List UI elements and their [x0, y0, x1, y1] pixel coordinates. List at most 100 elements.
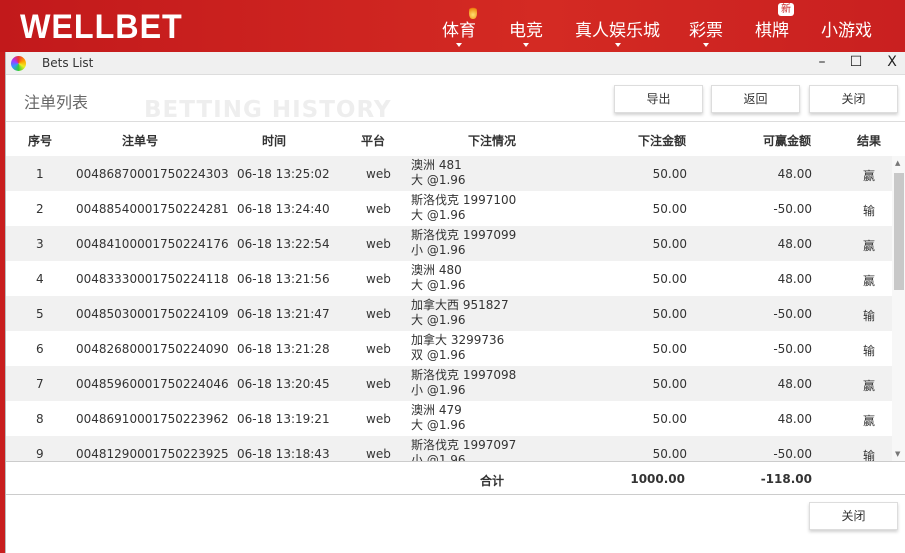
row-win: 48.00: [777, 412, 812, 426]
table-row[interactable]: 6 00482680001750224090 06-18 13:21:28 we…: [6, 331, 892, 366]
nav-live-casino[interactable]: 真人娱乐城: [575, 16, 660, 47]
bet-selection: 大 @1.96: [411, 418, 466, 432]
nav-label: 真人娱乐城: [575, 21, 660, 41]
row-result: 赢: [863, 169, 876, 183]
maximize-button[interactable]: ☐: [849, 54, 863, 70]
row-win: 48.00: [777, 377, 812, 391]
col-platform: 平台: [361, 134, 386, 148]
row-bet-detail: 斯洛伐克 1997099 小 @1.96: [411, 228, 516, 258]
totals-row: 合计 1000.00 -118.00: [6, 461, 905, 495]
row-no: 4: [36, 272, 44, 286]
row-result: 赢: [863, 379, 876, 393]
nav-sports[interactable]: 体育: [442, 16, 476, 47]
row-time: 06-18 13:18:43: [237, 447, 330, 461]
back-button[interactable]: 返回: [711, 85, 800, 113]
window-title: Bets List: [42, 56, 94, 70]
row-bet-detail: 澳洲 481 大 @1.96: [411, 158, 466, 188]
row-amount: 50.00: [652, 307, 687, 321]
row-no: 1: [36, 167, 44, 181]
bet-selection: 小 @1.96: [411, 383, 466, 397]
row-bet-id: 00483330001750224118: [76, 272, 229, 286]
col-time: 时间: [262, 134, 287, 148]
row-amount: 50.00: [652, 202, 687, 216]
export-button[interactable]: 导出: [614, 85, 703, 113]
nav-esports[interactable]: 电竞: [509, 16, 543, 47]
bet-selection: 大 @1.96: [411, 313, 466, 327]
total-amount: 1000.00: [630, 472, 685, 486]
bet-game: 澳洲 480: [411, 263, 462, 277]
bet-selection: 小 @1.96: [411, 453, 466, 461]
row-bet-detail: 澳洲 479 大 @1.96: [411, 403, 466, 433]
row-win: -50.00: [773, 342, 812, 356]
row-win: -50.00: [773, 202, 812, 216]
row-no: 7: [36, 377, 44, 391]
row-bet-detail: 斯洛伐克 1997097 小 @1.96: [411, 438, 516, 461]
nav-mini-games[interactable]: 小游戏: [821, 16, 872, 41]
footer-close-button[interactable]: 关闭: [809, 502, 898, 530]
row-amount: 50.00: [652, 412, 687, 426]
new-badge: 新: [778, 3, 794, 16]
table-row[interactable]: 5 00485030001750224109 06-18 13:21:47 we…: [6, 296, 892, 331]
table-row[interactable]: 7 00485960001750224046 06-18 13:20:45 we…: [6, 366, 892, 401]
bet-selection: 小 @1.96: [411, 243, 466, 257]
bet-selection: 双 @1.96: [411, 348, 466, 362]
app-icon: [11, 56, 26, 71]
row-platform: web: [366, 412, 391, 426]
row-result: 输: [863, 344, 876, 358]
table-row[interactable]: 1 00486870001750224303 06-18 13:25:02 we…: [6, 156, 892, 191]
table-row[interactable]: 3 00484100001750224176 06-18 13:22:54 we…: [6, 226, 892, 261]
row-bet-detail: 斯洛伐克 1997100 大 @1.96: [411, 193, 516, 223]
nav-chess[interactable]: 棋牌: [755, 16, 789, 41]
row-no: 9: [36, 447, 44, 461]
table-row[interactable]: 4 00483330001750224118 06-18 13:21:56 we…: [6, 261, 892, 296]
table-row[interactable]: 2 00488540001750224281 06-18 13:24:40 we…: [6, 191, 892, 226]
col-no: 序号: [28, 134, 53, 148]
nav-lottery[interactable]: 彩票: [689, 16, 723, 47]
row-no: 5: [36, 307, 44, 321]
row-bet-id: 00486870001750224303: [76, 167, 229, 181]
scrollbar-thumb[interactable]: [894, 173, 904, 290]
page-title: 注单列表: [24, 93, 89, 112]
col-win: 可赢金额: [762, 134, 811, 148]
window-titlebar: Bets List – ☐ X: [6, 52, 905, 75]
row-no: 2: [36, 202, 44, 216]
row-bet-detail: 加拿大西 951827 大 @1.96: [411, 298, 509, 328]
col-bet-detail: 下注情况: [468, 134, 517, 148]
row-platform: web: [366, 202, 391, 216]
scroll-down-icon[interactable]: ▼: [895, 450, 901, 458]
row-win: 48.00: [777, 167, 812, 181]
bet-selection: 大 @1.96: [411, 278, 466, 292]
row-result: 输: [863, 309, 876, 323]
nav-label: 彩票: [689, 21, 723, 41]
row-result: 输: [863, 204, 876, 218]
bet-selection: 大 @1.96: [411, 208, 466, 222]
row-platform: web: [366, 272, 391, 286]
row-platform: web: [366, 167, 391, 181]
total-win: -118.00: [760, 472, 812, 486]
row-bet-detail: 斯洛伐克 1997098 小 @1.96: [411, 368, 516, 398]
vertical-scrollbar[interactable]: ▲ ▼: [892, 156, 905, 461]
table-row[interactable]: 9 00481290001750223925 06-18 13:18:43 we…: [6, 436, 892, 461]
row-no: 6: [36, 342, 44, 356]
row-result: 赢: [863, 274, 876, 288]
row-time: 06-18 13:25:02: [237, 167, 330, 181]
close-button[interactable]: 关闭: [809, 85, 898, 113]
nav-label: 电竞: [509, 21, 543, 41]
chevron-down-icon: [614, 43, 621, 47]
bets-list-window: Bets List – ☐ X BETTING HISTORY 注单列表 导出 …: [5, 52, 905, 553]
bets-table-body: 1 00486870001750224303 06-18 13:25:02 we…: [6, 156, 892, 461]
wellbet-logo[interactable]: WELLBET: [20, 8, 183, 46]
window-footer: 关闭: [6, 495, 905, 553]
minimize-button[interactable]: –: [818, 54, 826, 70]
row-win: 48.00: [777, 237, 812, 251]
row-result: 赢: [863, 239, 876, 253]
row-bet-id: 00484100001750224176: [76, 237, 229, 251]
window-close-button[interactable]: X: [887, 54, 897, 70]
row-time: 06-18 13:20:45: [237, 377, 330, 391]
table-row[interactable]: 8 00486910001750223962 06-18 13:19:21 we…: [6, 401, 892, 436]
table-header: 序号 注单号 时间 平台 下注情况 下注金额 可赢金额 结果: [6, 122, 905, 156]
nav-label: 体育: [442, 21, 476, 41]
row-platform: web: [366, 307, 391, 321]
row-platform: web: [366, 377, 391, 391]
scroll-up-icon[interactable]: ▲: [895, 159, 901, 167]
